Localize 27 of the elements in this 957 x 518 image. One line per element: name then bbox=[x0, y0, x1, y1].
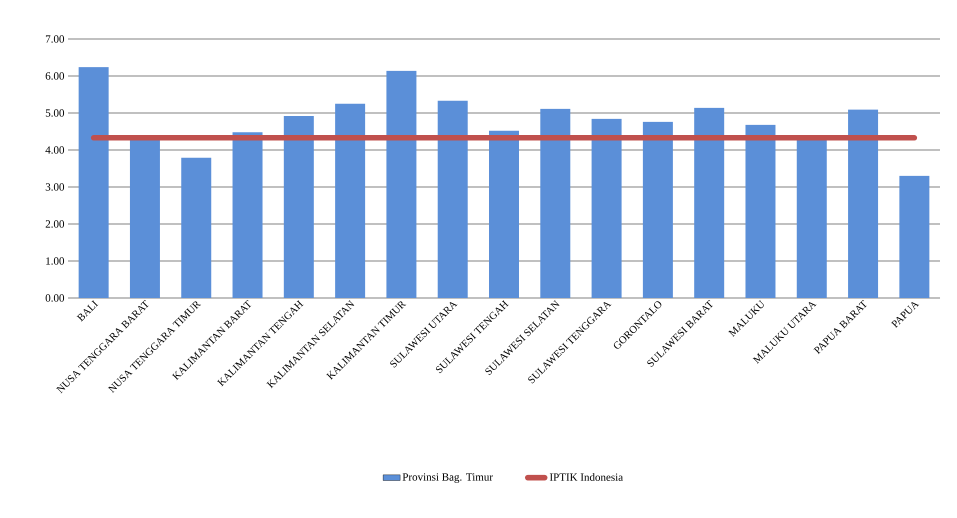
bar bbox=[592, 118, 622, 298]
bar bbox=[181, 158, 212, 298]
bar bbox=[284, 116, 314, 298]
y-tick-label: 1.00 bbox=[46, 257, 64, 265]
bar bbox=[796, 138, 827, 298]
bar bbox=[848, 110, 878, 298]
bar bbox=[438, 100, 468, 298]
bar bbox=[642, 122, 673, 298]
bar bbox=[78, 67, 109, 298]
bar bbox=[130, 138, 160, 298]
bar bbox=[540, 108, 570, 298]
y-tick-label: 0.00 bbox=[46, 294, 64, 302]
bar bbox=[745, 124, 776, 298]
y-tick-label: 2.00 bbox=[46, 220, 64, 228]
bar bbox=[489, 130, 520, 298]
y-tick-label: 5.00 bbox=[46, 109, 64, 117]
y-tick-label: 3.00 bbox=[46, 183, 64, 191]
y-tick-label: 6.00 bbox=[46, 72, 64, 80]
bar bbox=[386, 70, 416, 298]
bar bbox=[694, 108, 724, 298]
y-tick-label: 4.00 bbox=[45, 146, 64, 154]
bar bbox=[232, 132, 263, 298]
legend-label: IPTIK Indonesia bbox=[550, 473, 623, 481]
legend-label: Provinsi Bag. Timur bbox=[402, 473, 493, 483]
bar bbox=[899, 176, 930, 298]
y-tick-label: 7.00 bbox=[46, 35, 64, 43]
bar bbox=[335, 104, 366, 298]
